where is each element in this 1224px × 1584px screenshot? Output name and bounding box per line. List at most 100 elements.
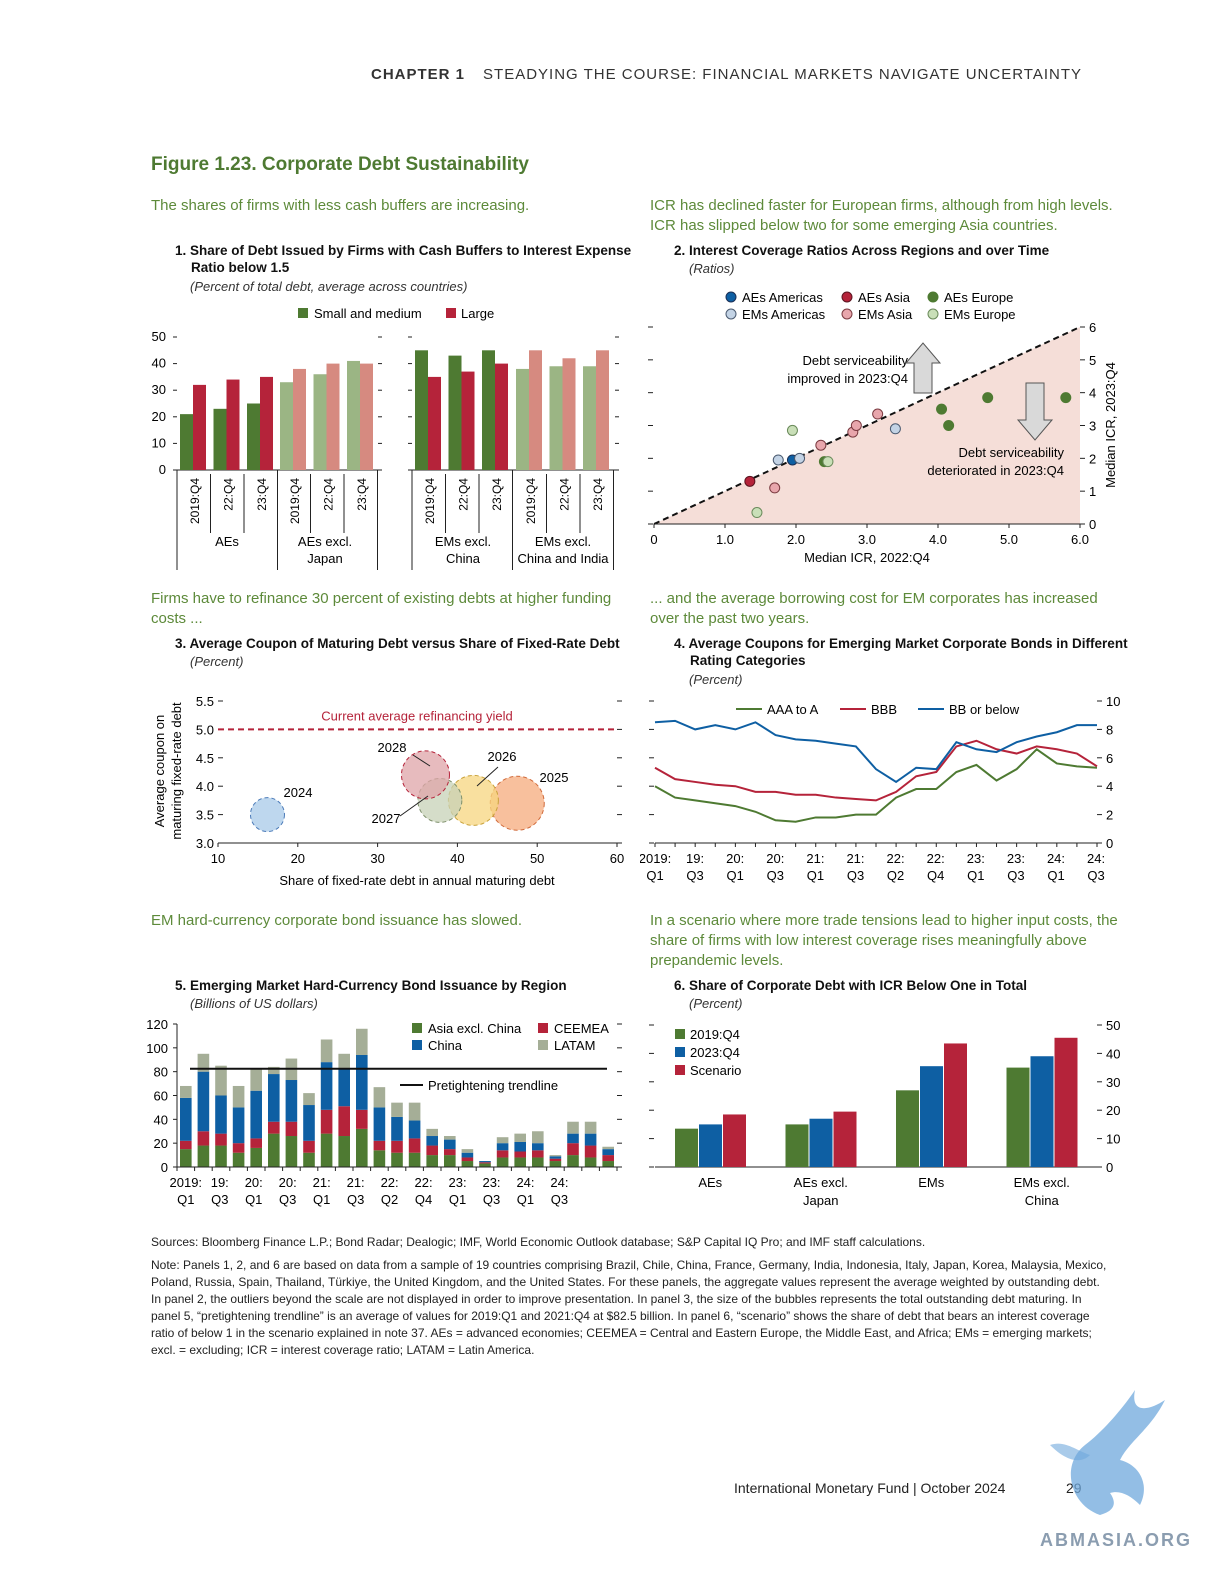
category-label: EMs	[918, 1175, 945, 1190]
y-tick-label: 40	[1106, 1046, 1120, 1061]
panel6-unit: (Percent)	[689, 996, 743, 1011]
legend-swatch	[675, 1065, 685, 1075]
x-tick-label: 22:Q4	[321, 478, 335, 511]
series-line	[654, 739, 1098, 802]
y-tick-label: 0	[1089, 517, 1096, 532]
bar-large	[326, 363, 340, 470]
legend-label: AAA to A	[767, 702, 819, 717]
stacked-bar-segment	[180, 1085, 192, 1098]
stacked-bar-segment	[338, 1136, 350, 1167]
bar-large	[562, 358, 576, 470]
x-tick-label: 23:Q4	[591, 478, 605, 511]
x-tick-label: Q3	[347, 1192, 364, 1207]
x-tick-label: 23:Q4	[490, 478, 504, 511]
x-tick-label: Q1	[245, 1192, 262, 1207]
x-tick-label: 23:	[482, 1175, 500, 1190]
legend-swatch	[538, 1040, 548, 1050]
bubble	[400, 750, 450, 800]
x-tick-label: Q1	[1047, 868, 1064, 883]
panel4-title: 4. Average Coupons for Emerging Market C…	[674, 636, 1128, 668]
stacked-bar-segment	[567, 1121, 579, 1134]
stacked-bar-segment	[356, 1054, 368, 1110]
bar-large	[360, 363, 373, 470]
x-tick-label: Q1	[517, 1192, 534, 1207]
y-tick-label: 4	[1106, 779, 1113, 794]
stacked-bar-segment	[479, 1161, 491, 1163]
bar-large	[495, 363, 508, 470]
x-tick-label: Q1	[727, 868, 744, 883]
legend-marker	[927, 291, 939, 303]
annotation-deteriorated: Debt serviceability	[959, 445, 1065, 460]
x-tick-label: 24:	[516, 1175, 534, 1190]
x-tick-label: Q1	[313, 1192, 330, 1207]
y-tick-label: 20	[154, 1136, 168, 1151]
group-label: EMs excl.	[435, 534, 491, 549]
stacked-bar-segment	[584, 1145, 597, 1158]
scatter-point	[872, 408, 884, 420]
up-arrow-icon	[904, 342, 942, 394]
bar-large	[293, 368, 306, 470]
panel2-unit: (Ratios)	[689, 261, 735, 276]
stacked-bar-segment	[567, 1133, 579, 1144]
stacked-bar-segment	[496, 1157, 509, 1167]
bar-small-medium	[448, 355, 462, 470]
y-tick-label: 120	[146, 1017, 168, 1032]
bar-small-medium	[347, 360, 360, 470]
x-tick-label: Q4	[927, 868, 944, 883]
panel4-unit: (Percent)	[689, 672, 743, 687]
y-tick-label: 1	[1089, 484, 1096, 499]
group-label: AEs	[215, 534, 239, 549]
stacked-bar-segment	[444, 1136, 456, 1140]
bar	[833, 1111, 857, 1167]
x-tick-label: 2019:Q4	[188, 478, 202, 524]
group-label: AEs excl.	[298, 534, 352, 549]
stacked-bar-segment	[373, 1087, 386, 1108]
stacked-bar-segment	[180, 1149, 192, 1167]
stacked-bar-segment	[391, 1102, 403, 1117]
stacked-bar-segment	[584, 1133, 597, 1146]
stacked-bar-segment	[461, 1161, 474, 1167]
y-tick-label: 20	[1106, 1103, 1120, 1118]
bar-small-medium	[482, 350, 495, 470]
legend-marker	[725, 291, 737, 303]
x-tick-label: Q3	[483, 1192, 500, 1207]
annotation-improved: Debt serviceability	[803, 353, 909, 368]
stacked-bar-segment	[514, 1133, 526, 1142]
y-tick-label: 4	[1089, 386, 1096, 401]
refline-label: Current average refinancing yield	[321, 708, 513, 723]
y-tick-label: 0	[1106, 1160, 1113, 1175]
stacked-bar-segment	[197, 1071, 210, 1132]
legend-label: EMs Europe	[944, 307, 1016, 322]
x-tick-label: 23:	[967, 851, 985, 866]
stacked-bar-segment	[549, 1155, 562, 1157]
stacked-bar-segment	[250, 1138, 262, 1148]
x-tick-label: 23:Q4	[255, 478, 269, 511]
stacked-bar-segment	[391, 1140, 403, 1153]
stacked-bar-segment	[461, 1152, 474, 1158]
stacked-bar-segment	[215, 1133, 227, 1146]
stacked-bar-segment	[514, 1151, 526, 1158]
bubble-label: 2027	[372, 811, 401, 826]
x-tick-label: 20:	[245, 1175, 263, 1190]
y-tick-label: 40	[152, 356, 166, 371]
scatter-point	[943, 420, 955, 431]
x-tick-label: Q3	[211, 1192, 228, 1207]
stacked-bar-segment	[602, 1161, 614, 1167]
legend-swatch	[675, 1047, 685, 1057]
bar	[809, 1118, 833, 1167]
legend-label: China	[428, 1038, 463, 1053]
x-tick-label: Q3	[279, 1192, 296, 1207]
x-tick-label: 21:	[347, 1175, 365, 1190]
stacked-bar-segment	[602, 1155, 614, 1162]
chart-panel3: 10 20 30 40 50 60 3.0 3.5 4.0 4.5 5.0 5.5 Average co…	[152, 694, 624, 888]
legend-label: EMs Asia	[858, 307, 913, 322]
x-tick-label: Q2	[887, 868, 904, 883]
stacked-bar-segment	[285, 1136, 298, 1167]
x-tick-label: 50	[530, 851, 544, 866]
y-tick-label: 3	[1089, 419, 1096, 434]
stacked-bar-segment	[232, 1107, 245, 1144]
bar	[944, 1043, 967, 1167]
panel1-unit: (Percent of total debt, average across c…	[190, 279, 468, 294]
y-tick-label: 100	[146, 1041, 168, 1056]
legend-marker	[841, 308, 853, 320]
